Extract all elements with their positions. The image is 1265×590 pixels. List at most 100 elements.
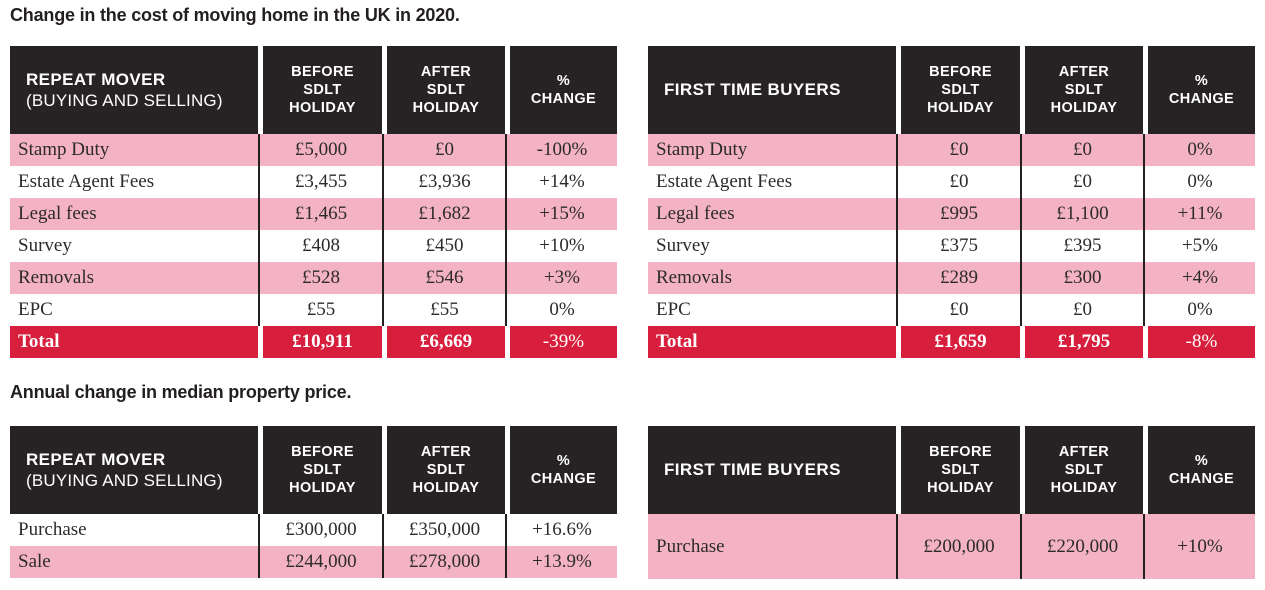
cost-repeat-mover-header: REPEAT MOVER (BUYING AND SELLING) BEFORE S… xyxy=(10,46,617,134)
column-header-after-sdlt-holiday: AFTER SDLT HOLIDAY xyxy=(382,46,505,134)
cost-section-title: Change in the cost of moving home in the… xyxy=(10,5,460,25)
column-header-change: % CHANGE xyxy=(505,426,617,514)
property-price-section-title: Annual change in median property price. xyxy=(10,382,352,402)
value-cell: £220,000 xyxy=(1020,514,1143,579)
value-cell: -39% xyxy=(505,326,617,358)
row-group-subtitle: (BUYING AND SELLING) xyxy=(26,471,223,490)
table-row-sale: Sale £244,000 £278,000 +13.9% xyxy=(10,546,617,578)
column-header-before-sdlt-holiday: BEFORE SDLT HOLIDAY xyxy=(896,46,1020,134)
cost-table-first-time-buyers: FIRST TIME BUYERS BEFORE SDLT HOLIDAY AFTE… xyxy=(648,46,1255,358)
row-label: Estate Agent Fees xyxy=(656,171,793,192)
value-cell: £3,936 xyxy=(382,166,505,198)
value-cell: £300,000 xyxy=(258,514,382,546)
column-header-before-sdlt-holiday: BEFORE SDLT HOLIDAY xyxy=(258,426,382,514)
table-row-legal-fees: Legal fees £1,465 £1,682 +15% xyxy=(10,198,617,230)
row-label: Stamp Duty xyxy=(656,139,748,160)
column-header-after-sdlt-holiday: AFTER SDLT HOLIDAY xyxy=(1020,46,1143,134)
value-cell: £350,000 xyxy=(382,514,505,546)
row-group-title: FIRST TIME BUYERS xyxy=(664,460,841,480)
value-cell: £450 xyxy=(382,230,505,262)
row-label: Survey xyxy=(656,235,710,256)
table-row-removals: Removals £289 £300 +4% xyxy=(648,262,1255,294)
table-row-total: Total £1,659 £1,795 -8% xyxy=(648,326,1255,358)
table-row-estate-agent-fees: Estate Agent Fees £3,455 £3,936 +14% xyxy=(10,166,617,198)
value-cell: £0 xyxy=(1020,294,1143,326)
row-label: Legal fees xyxy=(656,203,735,224)
value-cell: +11% xyxy=(1143,198,1255,230)
row-group-header: FIRST TIME BUYERS xyxy=(648,426,896,514)
row-group-title: FIRST TIME BUYERS xyxy=(664,80,841,100)
table-row-total: Total £10,911 £6,669 -39% xyxy=(10,326,617,358)
column-header-before-sdlt-holiday: BEFORE SDLT HOLIDAY xyxy=(896,426,1020,514)
table-row-survey: Survey £408 £450 +10% xyxy=(10,230,617,262)
value-cell: £3,455 xyxy=(258,166,382,198)
row-label: Stamp Duty xyxy=(18,139,110,160)
row-label: Purchase xyxy=(656,535,725,557)
table-row-estate-agent-fees: Estate Agent Fees £0 £0 0% xyxy=(648,166,1255,198)
value-cell: £0 xyxy=(896,134,1020,166)
value-cell: £10,911 xyxy=(258,326,382,358)
value-cell: £408 xyxy=(258,230,382,262)
value-cell: 0% xyxy=(1143,134,1255,166)
row-group-header: REPEAT MOVER (BUYING AND SELLING) xyxy=(10,46,258,134)
value-cell: £5,000 xyxy=(258,134,382,166)
value-cell: +5% xyxy=(1143,230,1255,262)
value-cell: £1,682 xyxy=(382,198,505,230)
value-cell: £289 xyxy=(896,262,1020,294)
value-cell: £0 xyxy=(1020,166,1143,198)
value-cell: 0% xyxy=(1143,166,1255,198)
row-group-header: REPEAT MOVER (BUYING AND SELLING) xyxy=(10,426,258,514)
row-label: Total xyxy=(656,331,698,352)
table-row-purchase: Purchase £300,000 £350,000 +16.6% xyxy=(10,514,617,546)
value-cell: £1,659 xyxy=(896,326,1020,358)
value-cell: 0% xyxy=(1143,294,1255,326)
price-repeat-mover-header: REPEAT MOVER (BUYING AND SELLING) BEFORE S… xyxy=(10,426,617,514)
table-row-epc: EPC £0 £0 0% xyxy=(648,294,1255,326)
row-group-title: REPEAT MOVER xyxy=(26,69,166,89)
column-header-change: % CHANGE xyxy=(505,46,617,134)
row-label: Purchase xyxy=(18,519,87,540)
value-cell: £1,100 xyxy=(1020,198,1143,230)
value-cell: -100% xyxy=(505,134,617,166)
table-row-epc: EPC £55 £55 0% xyxy=(10,294,617,326)
value-cell: £244,000 xyxy=(258,546,382,578)
row-label: Total xyxy=(18,331,60,352)
value-cell: £1,465 xyxy=(258,198,382,230)
value-cell: £55 xyxy=(258,294,382,326)
table-row-survey: Survey £375 £395 +5% xyxy=(648,230,1255,262)
value-cell: £0 xyxy=(382,134,505,166)
value-cell: +13.9% xyxy=(505,546,617,578)
value-cell: £528 xyxy=(258,262,382,294)
value-cell: £55 xyxy=(382,294,505,326)
value-cell: £300 xyxy=(1020,262,1143,294)
value-cell: +4% xyxy=(1143,262,1255,294)
column-header-after-sdlt-holiday: AFTER SDLT HOLIDAY xyxy=(1020,426,1143,514)
column-header-change: % CHANGE xyxy=(1143,46,1255,134)
value-cell: +14% xyxy=(505,166,617,198)
table-row-legal-fees: Legal fees £995 £1,100 +11% xyxy=(648,198,1255,230)
row-label: Estate Agent Fees xyxy=(18,171,155,192)
row-group-header: FIRST TIME BUYERS xyxy=(648,46,896,134)
column-header-after-sdlt-holiday: AFTER SDLT HOLIDAY xyxy=(382,426,505,514)
row-group-subtitle: (BUYING AND SELLING) xyxy=(26,91,223,110)
price-table-first-time-buyers: FIRST TIME BUYERS BEFORE SDLT HOLIDAY AFTE… xyxy=(648,426,1255,579)
price-table-repeat-mover: REPEAT MOVER (BUYING AND SELLING) BEFORE S… xyxy=(10,426,617,578)
column-header-change: % CHANGE xyxy=(1143,426,1255,514)
value-cell: £375 xyxy=(896,230,1020,262)
value-cell: +10% xyxy=(1143,514,1255,579)
table-row-stamp-duty: Stamp Duty £5,000 £0 -100% xyxy=(10,134,617,166)
value-cell: £995 xyxy=(896,198,1020,230)
row-label: Legal fees xyxy=(18,203,97,224)
row-group-title: REPEAT MOVER xyxy=(26,449,166,469)
value-cell: £395 xyxy=(1020,230,1143,262)
value-cell: 0% xyxy=(505,294,617,326)
value-cell: +3% xyxy=(505,262,617,294)
cost-table-repeat-mover: REPEAT MOVER (BUYING AND SELLING) BEFORE S… xyxy=(10,46,617,358)
value-cell: +15% xyxy=(505,198,617,230)
row-label: Survey xyxy=(18,235,72,256)
value-cell: £1,795 xyxy=(1020,326,1143,358)
row-label: EPC xyxy=(18,299,53,320)
row-label: Removals xyxy=(656,267,732,288)
row-label: Removals xyxy=(18,267,94,288)
value-cell: +10% xyxy=(505,230,617,262)
